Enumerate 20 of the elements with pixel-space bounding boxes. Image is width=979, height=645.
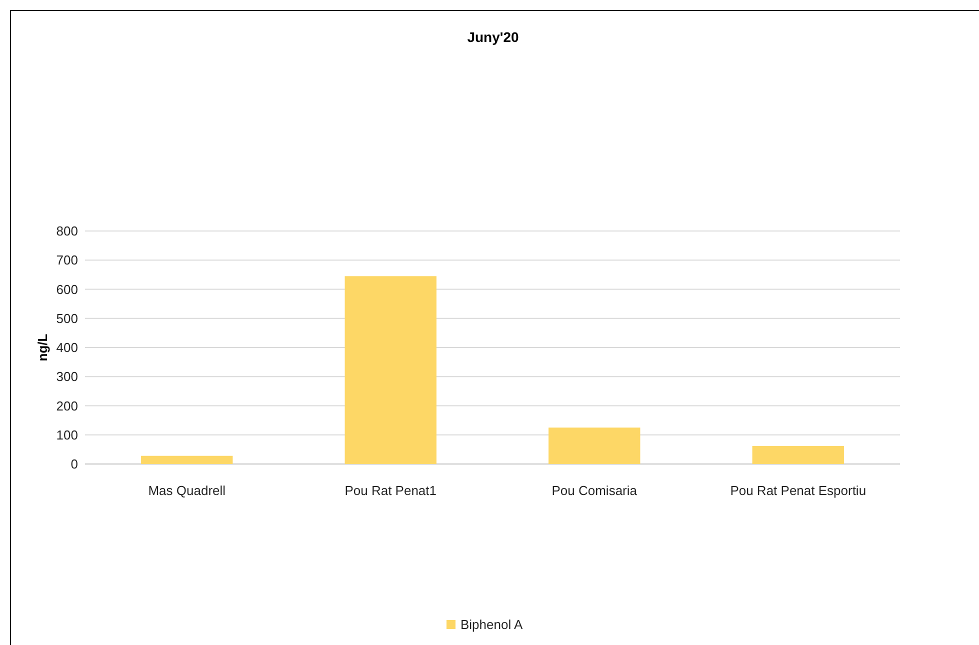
- y-tick-label: 0: [70, 456, 78, 472]
- bar: [548, 428, 640, 464]
- y-tick-label: 400: [56, 340, 78, 356]
- y-tick-label: 200: [56, 398, 78, 414]
- y-tick-label: 800: [56, 224, 78, 239]
- y-axis-title: ng/L: [35, 334, 50, 362]
- x-tick-label: Pou Comisaria: [552, 483, 638, 498]
- y-tick-label: 600: [56, 282, 78, 297]
- legend-label: Biphenol A: [460, 617, 523, 632]
- x-tick-label: Pou Rat Penat Esportiu: [730, 483, 866, 498]
- bar: [141, 456, 233, 464]
- x-tick-label: Pou Rat Penat1: [344, 483, 437, 498]
- y-tick-label: 500: [56, 310, 78, 326]
- x-tick-label: Mas Quadrell: [148, 483, 226, 498]
- bar: [344, 276, 436, 464]
- bar: [752, 446, 844, 464]
- y-tick-label: 300: [56, 369, 78, 384]
- y-tick-label: 700: [56, 252, 78, 268]
- y-tick-label: 100: [56, 427, 78, 442]
- chart-title: Juny'20: [467, 29, 519, 45]
